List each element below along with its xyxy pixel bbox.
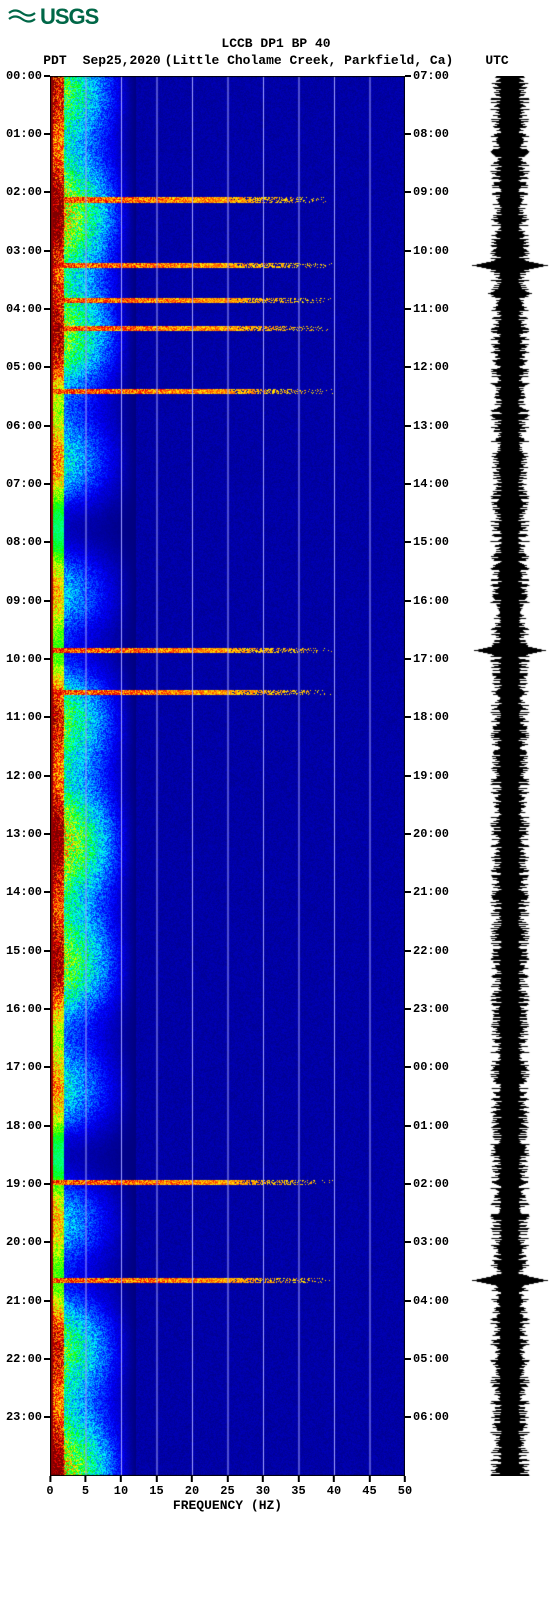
left-tick: 23:00 bbox=[6, 1410, 50, 1424]
right-tick: 08:00 bbox=[405, 127, 449, 141]
right-tick: 10:00 bbox=[405, 244, 449, 258]
x-tick: 45 bbox=[362, 1476, 376, 1498]
left-tick: 22:00 bbox=[6, 1352, 50, 1366]
x-tick: 40 bbox=[327, 1476, 341, 1498]
right-tick: 23:00 bbox=[405, 1002, 449, 1016]
right-tick: 19:00 bbox=[405, 769, 449, 783]
left-tick: 20:00 bbox=[6, 1235, 50, 1249]
right-tick: 03:00 bbox=[405, 1235, 449, 1249]
left-tick: 11:00 bbox=[6, 710, 50, 724]
x-tick: 5 bbox=[82, 1476, 89, 1498]
left-time-axis: 00:0001:0002:0003:0004:0005:0006:0007:00… bbox=[0, 76, 50, 1476]
left-tick: 17:00 bbox=[6, 1060, 50, 1074]
right-tick: 00:00 bbox=[405, 1060, 449, 1074]
left-tick: 09:00 bbox=[6, 594, 50, 608]
right-tick: 20:00 bbox=[405, 827, 449, 841]
waveform-canvas bbox=[470, 76, 550, 1476]
right-tick: 12:00 bbox=[405, 360, 449, 374]
right-time-axis: 07:0008:0009:0010:0011:0012:0013:0014:00… bbox=[405, 76, 465, 1476]
left-tick: 01:00 bbox=[6, 127, 50, 141]
plot-area: 00:00 01:00 02:00 03:00 04:00 05:00 06:00 07:00… bbox=[0, 76, 552, 1526]
x-tick: 25 bbox=[220, 1476, 234, 1498]
left-tick: 05:00 bbox=[6, 360, 50, 374]
left-tick: 12:00 bbox=[6, 769, 50, 783]
station-label: (Little Cholame Creek, Parkfield, Ca) bbox=[165, 53, 454, 70]
right-tick: 16:00 bbox=[405, 594, 449, 608]
left-tick: 00:00 bbox=[6, 69, 50, 83]
frequency-axis: FREQUENCY (HZ) 05101520253035404550 bbox=[50, 1476, 405, 1516]
left-tick: 19:00 bbox=[6, 1177, 50, 1191]
right-tick: 17:00 bbox=[405, 652, 449, 666]
right-tick: 01:00 bbox=[405, 1119, 449, 1133]
date-label: Sep25,2020 bbox=[83, 53, 161, 70]
left-tick: 14:00 bbox=[6, 885, 50, 899]
right-tick: 11:00 bbox=[405, 302, 449, 316]
right-tick: 13:00 bbox=[405, 419, 449, 433]
spectrogram-canvas bbox=[50, 76, 405, 1476]
x-tick: 20 bbox=[185, 1476, 199, 1498]
left-tick: 06:00 bbox=[6, 419, 50, 433]
left-tick: 21:00 bbox=[6, 1294, 50, 1308]
tz-right-label: UTC bbox=[485, 53, 508, 70]
right-tick: 04:00 bbox=[405, 1294, 449, 1308]
logo-text: USGS bbox=[40, 4, 98, 30]
left-tick: 10:00 bbox=[6, 652, 50, 666]
right-tick: 07:00 bbox=[405, 69, 449, 83]
left-tick: 13:00 bbox=[6, 827, 50, 841]
x-tick: 35 bbox=[291, 1476, 305, 1498]
right-tick: 14:00 bbox=[405, 477, 449, 491]
x-tick: 0 bbox=[46, 1476, 53, 1498]
chart-title: LCCB DP1 BP 40 PDT Sep25,2020 (Little Ch… bbox=[0, 34, 552, 76]
tz-left-label: PDT bbox=[43, 53, 66, 70]
left-tick: 02:00 bbox=[6, 185, 50, 199]
right-tick: 22:00 bbox=[405, 944, 449, 958]
left-tick: 04:00 bbox=[6, 302, 50, 316]
right-tick: 09:00 bbox=[405, 185, 449, 199]
right-tick: 15:00 bbox=[405, 535, 449, 549]
x-tick: 15 bbox=[149, 1476, 163, 1498]
left-tick: 15:00 bbox=[6, 944, 50, 958]
right-tick: 21:00 bbox=[405, 885, 449, 899]
title-station-code: LCCB DP1 BP 40 bbox=[0, 36, 552, 53]
right-tick: 06:00 bbox=[405, 1410, 449, 1424]
right-tick: 05:00 bbox=[405, 1352, 449, 1366]
right-tick: 02:00 bbox=[405, 1177, 449, 1191]
left-tick: 16:00 bbox=[6, 1002, 50, 1016]
left-tick: 03:00 bbox=[6, 244, 50, 258]
x-tick: 30 bbox=[256, 1476, 270, 1498]
x-tick: 50 bbox=[398, 1476, 412, 1498]
left-tick: 18:00 bbox=[6, 1119, 50, 1133]
usgs-logo: USGS bbox=[0, 0, 552, 34]
x-tick: 10 bbox=[114, 1476, 128, 1498]
x-axis-label: FREQUENCY (HZ) bbox=[50, 1498, 405, 1513]
left-tick: 08:00 bbox=[6, 535, 50, 549]
left-tick: 07:00 bbox=[6, 477, 50, 491]
right-tick: 18:00 bbox=[405, 710, 449, 724]
